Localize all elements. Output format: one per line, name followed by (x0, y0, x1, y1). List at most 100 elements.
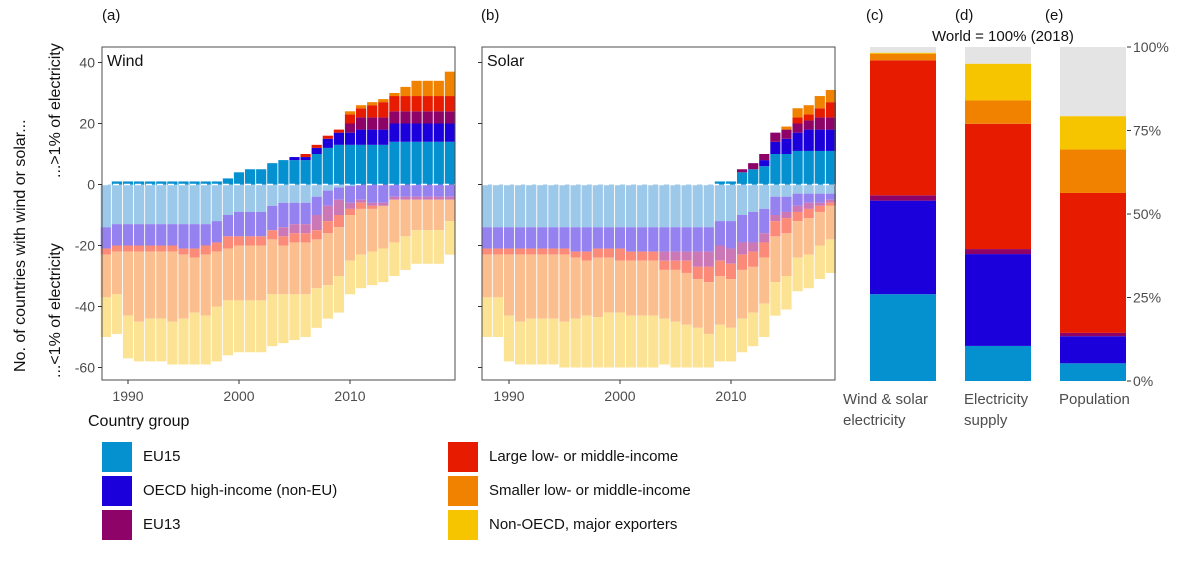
bar-eu13-below-2019 (444, 196, 455, 200)
bar-eu15-above-1997 (200, 181, 211, 185)
share-category-label-line2: supply (964, 412, 1008, 429)
bar-eu15-below-2007 (311, 184, 322, 197)
share-segment-non-oecd-exporters (1060, 116, 1126, 150)
bar-smaller-lmi-below-2002 (637, 260, 648, 316)
bar-oecd-below-2005 (289, 202, 300, 225)
share-segment-eu15 (1060, 363, 1126, 381)
bar-large-lmi-below-1988 (481, 248, 492, 255)
share-category-label: Population (1059, 391, 1130, 408)
bar-oecd-below-2008 (322, 190, 333, 206)
bar-smaller-lmi-below-1998 (592, 257, 603, 318)
bar-eu15-below-1990 (122, 184, 134, 225)
bar-oecd-below-2000 (233, 211, 245, 237)
bar-eu15-above-1993 (156, 181, 167, 185)
bar-eu13-below-2019 (825, 199, 836, 203)
bar-oecd-above-2008 (322, 138, 333, 148)
bar-eu15-below-2016 (792, 184, 803, 194)
bar-eu13-below-2004 (278, 227, 289, 237)
bar-non-oecd-exporters-below-1997 (200, 315, 211, 365)
share-segment-eu13 (1060, 332, 1126, 337)
bar-large-lmi-above-2019 (444, 96, 455, 112)
bar-oecd-above-2011 (356, 129, 367, 145)
bar-oecd-below-1989 (111, 224, 122, 246)
bar-eu15-below-1998 (592, 184, 603, 228)
bar-non-oecd-exporters-below-2013 (759, 303, 770, 337)
bar-large-lmi-below-1990 (503, 248, 515, 255)
bar-oecd-below-2011 (356, 184, 367, 200)
bar-smaller-lmi-below-2019 (444, 199, 455, 222)
bar-smaller-lmi-below-2012 (367, 208, 378, 252)
bar-eu13-below-2012 (367, 202, 378, 206)
bar-eu15-above-1994 (167, 181, 178, 185)
bar-eu13-above-2015 (781, 129, 792, 139)
bar-smaller-lmi-below-2010 (344, 215, 356, 261)
bar-non-oecd-exporters-below-1989 (492, 297, 503, 337)
bar-oecd-below-1991 (134, 224, 145, 246)
bar-eu15-below-1988 (100, 184, 111, 228)
bar-large-lmi-below-2008 (322, 221, 333, 234)
bar-smaller-lmi-below-2005 (670, 269, 681, 322)
bar-eu15-above-2015 (781, 154, 792, 185)
bar-smaller-lmi-below-2010 (725, 279, 737, 328)
bar-large-lmi-below-2018 (814, 205, 825, 212)
bar-smaller-lmi-below-1999 (603, 257, 614, 313)
bar-oecd-below-2017 (422, 184, 433, 197)
bar-non-oecd-exporters-below-2006 (681, 324, 692, 368)
bar-large-lmi-below-1992 (145, 245, 156, 252)
bar-non-oecd-exporters-below-1993 (537, 318, 548, 365)
bar-smaller-lmi-below-2013 (378, 205, 389, 249)
legend-label: Non-OECD, major exporters (489, 516, 678, 533)
x-tick-label: 1990 (493, 388, 524, 404)
bar-eu15-below-2005 (289, 184, 300, 203)
bar-eu15-above-1995 (178, 181, 189, 185)
share-segment-rest-of-world (1060, 47, 1126, 117)
bar-smaller-lmi-above-2018 (433, 80, 444, 97)
bar-eu13-below-2008 (703, 251, 714, 267)
bar-smaller-lmi-below-2016 (792, 221, 803, 258)
bar-large-lmi-below-1988 (100, 248, 111, 255)
bar-eu15-above-2017 (803, 150, 814, 185)
share-panels: Wind & solar electricity Electricity supply… (843, 39, 1169, 429)
bar-large-lmi-below-2004 (659, 260, 670, 270)
bar-non-oecd-exporters-below-2000 (614, 312, 626, 368)
legend-label: EU15 (143, 448, 181, 465)
bar-large-lmi-below-2002 (637, 251, 648, 261)
bar-large-lmi-below-2010 (725, 263, 737, 280)
bar-oecd-below-2007 (311, 196, 322, 215)
x-tick-label: 1990 (112, 388, 143, 404)
bar-non-oecd-exporters-below-2018 (814, 245, 825, 280)
bar-oecd-above-2016 (411, 123, 422, 142)
bar-eu15-below-2001 (626, 184, 637, 228)
bar-non-oecd-exporters-below-2018 (433, 230, 444, 264)
bar-large-lmi-below-1999 (222, 236, 233, 249)
share-segment-large-lmi (870, 60, 936, 196)
bar-large-lmi-below-2011 (737, 254, 748, 270)
bar-eu15-below-1994 (167, 184, 178, 225)
bar-eu15-above-2012 (367, 144, 378, 185)
bar-oecd-below-1994 (548, 227, 559, 249)
legend-swatch-smaller-lmi (448, 476, 478, 506)
legend-label: EU13 (143, 516, 181, 533)
bar-smaller-lmi-below-1994 (548, 254, 559, 319)
bar-oecd-below-2015 (781, 196, 792, 212)
bar-smaller-lmi-below-2018 (814, 211, 825, 246)
bar-large-lmi-below-2002 (256, 236, 267, 246)
bar-smaller-lmi-below-2013 (759, 257, 770, 304)
bar-large-lmi-below-2001 (245, 236, 256, 246)
bar-oecd-above-2014 (389, 123, 400, 142)
bar-eu15-below-2006 (681, 184, 692, 228)
bar-smaller-lmi-below-2011 (356, 208, 367, 255)
bar-oecd-below-1995 (178, 224, 189, 249)
bar-smaller-lmi-below-2008 (703, 282, 714, 334)
bar-large-lmi-below-2008 (703, 266, 714, 283)
bar-smaller-lmi-below-1994 (167, 251, 178, 322)
bar-eu15-below-2009 (333, 184, 344, 188)
bar-eu15-below-1997 (581, 184, 592, 228)
bar-large-lmi-above-2014 (389, 96, 400, 112)
bar-eu15-below-1996 (189, 184, 200, 225)
bar-oecd-below-2001 (626, 227, 637, 252)
bar-eu13-below-2011 (737, 242, 748, 255)
bar-non-oecd-exporters-below-1998 (592, 317, 603, 368)
bar-eu15-below-2007 (692, 184, 703, 228)
